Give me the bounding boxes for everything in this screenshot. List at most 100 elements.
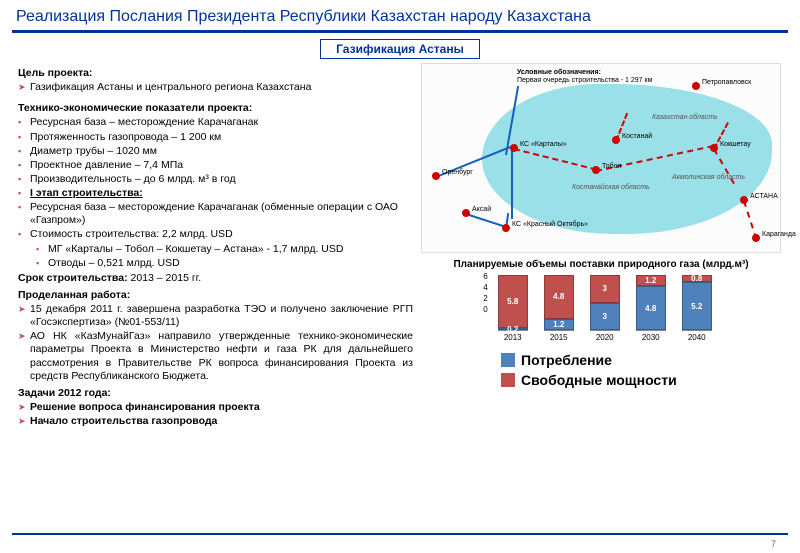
bar-stack: 1.24.8 <box>636 275 666 331</box>
map-legend-title: Условные обозначения: <box>517 69 652 77</box>
bar-seg-spare: 1.2 <box>636 275 666 286</box>
map-city-dot <box>432 172 440 180</box>
square-icon: ▪ <box>18 131 30 144</box>
map-city-label: АСТАНА <box>750 193 778 200</box>
legend-swatch-red <box>501 373 515 387</box>
square-icon: ▪ <box>18 145 30 158</box>
done-heading: Проделанная работа: <box>18 289 413 302</box>
y-tick: 0 <box>483 305 487 314</box>
list-item-text: АО НК «КазМунайГаз» направило утвержденн… <box>30 330 413 383</box>
map-city-label: Аксай <box>472 206 491 213</box>
list-item-text: Ресурсная база – месторождение Карачаган… <box>30 201 413 227</box>
goal-text: Газификация Астаны и центрального регион… <box>30 81 311 94</box>
term-value: 2013 – 2015 гг. <box>131 272 202 284</box>
y-tick: 2 <box>483 294 487 303</box>
list-item-text: МГ «Карталы – Тобол – Кокшетау – Астана»… <box>48 243 343 256</box>
goal-heading: Цель проекта: <box>18 67 413 80</box>
list-item-text: 15 декабря 2011 г. завершена разработка … <box>30 303 413 329</box>
page-number: 7 <box>771 539 776 549</box>
map-city-label: Караганда <box>762 231 796 238</box>
pipeline-line <box>466 213 507 228</box>
square-icon: ▪ <box>36 243 48 256</box>
tei-heading: Технико-экономические показатели проекта… <box>18 102 413 115</box>
bar-seg-consumption: 1.2 <box>544 319 574 330</box>
list-item: ➤АО НК «КазМунайГаз» направило утвержден… <box>18 330 413 383</box>
list-item: ▪Протяженность газопровода – 1 200 км <box>18 131 413 144</box>
square-icon: ▪ <box>36 257 48 270</box>
bar-year-label: 2040 <box>688 333 706 342</box>
list-item-text: Стоимость строительства: 2,2 млрд. USD <box>30 228 233 241</box>
list-item-text: Проектное давление – 7,4 МПа <box>30 159 183 172</box>
list-item: ▪Отводы – 0,521 млрд. USD <box>36 257 413 270</box>
list-item: ➤Решение вопроса финансирования проекта <box>18 401 413 414</box>
map-legend-line: Первая очередь строительства - 1 297 км <box>517 77 652 85</box>
map-city-dot <box>692 82 700 90</box>
map-region-label: Казахстан область <box>652 114 718 121</box>
bar-seg-spare: 3 <box>590 275 620 303</box>
bar-year-label: 2015 <box>550 333 568 342</box>
map-city-dot <box>752 234 760 242</box>
list-item: ➤Начало строительства газопровода <box>18 415 413 428</box>
bar-group: 5.80.22013 <box>491 275 535 342</box>
title-underline <box>12 30 788 33</box>
legend-label-consumption: Потребление <box>521 352 612 368</box>
list-item: ▪Проектное давление – 7,4 МПа <box>18 159 413 172</box>
map-city-dot <box>502 224 510 232</box>
chart-y-axis: 6420 <box>483 272 490 328</box>
bar-stack: 5.80.2 <box>498 275 528 331</box>
legend-consumption: Потребление <box>501 352 781 368</box>
map-city-dot <box>510 144 518 152</box>
right-column: Условные обозначения: Первая очередь стр… <box>421 63 781 429</box>
map-city-label: Оренбург <box>442 169 473 176</box>
square-icon: ▪ <box>18 173 30 186</box>
bar-seg-consumption: 4.8 <box>636 286 666 330</box>
stage1-heading-row: ▪ I этап строительства: <box>18 187 413 200</box>
map-city-dot <box>710 144 718 152</box>
bar-year-label: 2030 <box>642 333 660 342</box>
chart-title: Планируемые объемы поставки природного г… <box>421 259 781 270</box>
content-area: Цель проекта: ➤ Газификация Астаны и цен… <box>0 63 800 429</box>
bar-stack: 4.81.2 <box>544 275 574 331</box>
chevron-icon: ➤ <box>18 330 30 343</box>
map: Условные обозначения: Первая очередь стр… <box>421 63 781 253</box>
list-item-text: Производительность – до 6 млрд. м³ в год <box>30 173 236 186</box>
bar-group: 0.85.2 2040 <box>675 275 719 342</box>
square-icon: ▪ <box>18 116 30 129</box>
map-legend: Условные обозначения: Первая очередь стр… <box>517 69 652 84</box>
tasks-heading: Задачи 2012 года: <box>18 387 413 400</box>
chevron-icon: ➤ <box>18 401 30 414</box>
list-item: ▪Ресурсная база – месторождение Карачага… <box>18 201 413 227</box>
bar-seg-spare: 0.8 <box>682 275 712 282</box>
square-icon: ▪ <box>18 228 30 241</box>
list-item-text: Ресурсная база – месторождение Карачаган… <box>30 116 258 129</box>
map-city-label: КС «Карталы» <box>520 141 567 148</box>
map-city-dot <box>740 196 748 204</box>
bar-stack: 0.85.2 <box>682 275 712 331</box>
square-icon: ▪ <box>18 159 30 172</box>
bar-seg-spare: 5.8 <box>498 275 528 328</box>
stage1-heading: I этап строительства: <box>30 187 143 200</box>
bar-stack: 33 <box>590 275 620 331</box>
bar-seg-consumption: 0.2 <box>498 328 528 330</box>
list-item: ▪Стоимость строительства: 2,2 млрд. USD <box>18 228 413 241</box>
bar-group: 4.81.2 2015 <box>537 275 581 342</box>
map-region-label: Акмолинская область <box>672 174 745 181</box>
chevron-icon: ➤ <box>18 81 30 94</box>
map-city-dot <box>592 166 600 174</box>
map-city-label: Костанай <box>622 133 652 140</box>
footer-line <box>12 533 788 535</box>
chevron-icon: ➤ <box>18 303 30 316</box>
subtitle-box: Газификация Астаны <box>320 39 480 59</box>
list-item-text: Начало строительства газопровода <box>30 415 217 428</box>
chevron-icon: ➤ <box>18 415 30 428</box>
map-region-label: Костанайская область <box>572 184 650 191</box>
map-city-label: Петропавловск <box>702 79 751 86</box>
legend-spare: Свободные мощности <box>501 372 781 388</box>
list-item: ➤15 декабря 2011 г. завершена разработка… <box>18 303 413 329</box>
pipeline-line <box>511 149 513 219</box>
chart-legend: Потребление Свободные мощности <box>421 352 781 388</box>
y-tick: 4 <box>483 283 487 292</box>
list-item-text: Протяженность газопровода – 1 200 км <box>30 131 221 144</box>
legend-label-spare: Свободные мощности <box>521 372 677 388</box>
term-row: Срок строительства: 2013 – 2015 гг. <box>18 272 413 285</box>
